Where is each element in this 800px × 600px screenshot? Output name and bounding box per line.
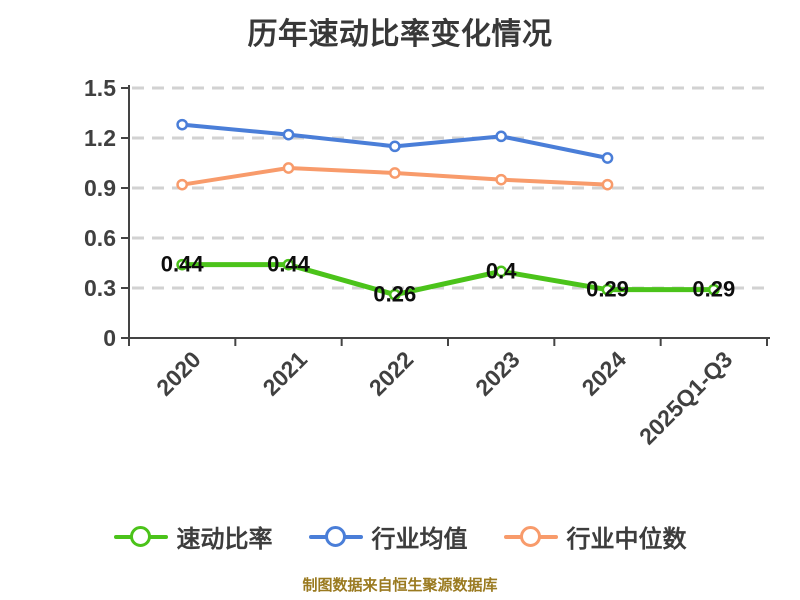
legend-label: 速动比率	[176, 526, 273, 553]
value-label: 0.4	[486, 258, 517, 283]
data-point-marker	[495, 130, 508, 143]
data-point-marker	[388, 140, 401, 153]
x-axis-label: 2024	[576, 346, 631, 401]
y-axis-label: 1.2	[84, 125, 116, 151]
legend-item-0[interactable]: 速动比率	[113, 519, 273, 554]
series-line-0	[179, 262, 717, 298]
y-axis-label: 0.9	[84, 175, 116, 201]
legend-label: 行业中位数	[566, 526, 687, 553]
y-axis-label: 1.5	[84, 75, 116, 101]
x-axis-label: 2023	[470, 346, 525, 401]
value-label: 0.44	[161, 252, 205, 277]
chart-title: 历年速动比率变化情况	[247, 18, 553, 51]
data-point-marker	[601, 178, 614, 191]
legend-item-2[interactable]: 行业中位数	[503, 519, 687, 554]
x-axis-label: 2021	[257, 346, 312, 401]
data-point-marker	[601, 283, 614, 296]
legend-marker-icon	[113, 524, 168, 550]
data-point-marker	[282, 162, 295, 174]
x-axis-label: 2020	[151, 346, 206, 401]
y-axis-label: 0.3	[84, 275, 116, 301]
data-point-marker	[282, 258, 295, 271]
data-point-marker	[176, 258, 189, 271]
data-point-marker	[388, 167, 401, 179]
data-point-marker	[495, 265, 508, 278]
data-point-marker	[176, 118, 189, 131]
value-label: 0.29	[692, 277, 735, 302]
data-point-marker	[495, 173, 508, 186]
x-axis-label: 2022	[364, 346, 419, 401]
data-point-marker	[176, 178, 189, 191]
x-axis-label: 2025Q1-Q3	[634, 346, 737, 449]
data-source-note: 制图数据来自恒生聚源数据库	[302, 577, 498, 594]
value-label: 0.26	[373, 282, 416, 307]
data-point-marker	[707, 283, 720, 296]
legend-item-1[interactable]: 行业均值	[308, 519, 468, 554]
y-axis-label: 0	[103, 325, 116, 351]
data-point-marker	[282, 128, 295, 141]
value-label: 0.29	[586, 277, 629, 302]
value-label: 0.44	[267, 252, 311, 277]
legend-marker-icon	[308, 524, 363, 550]
legend: 速动比率 行业均值 行业中位数	[0, 519, 800, 554]
data-point-marker	[601, 152, 614, 164]
data-point-marker	[388, 288, 401, 301]
legend-marker-icon	[503, 524, 558, 550]
y-axis-label: 0.6	[84, 225, 116, 251]
legend-label: 行业均值	[371, 526, 468, 553]
